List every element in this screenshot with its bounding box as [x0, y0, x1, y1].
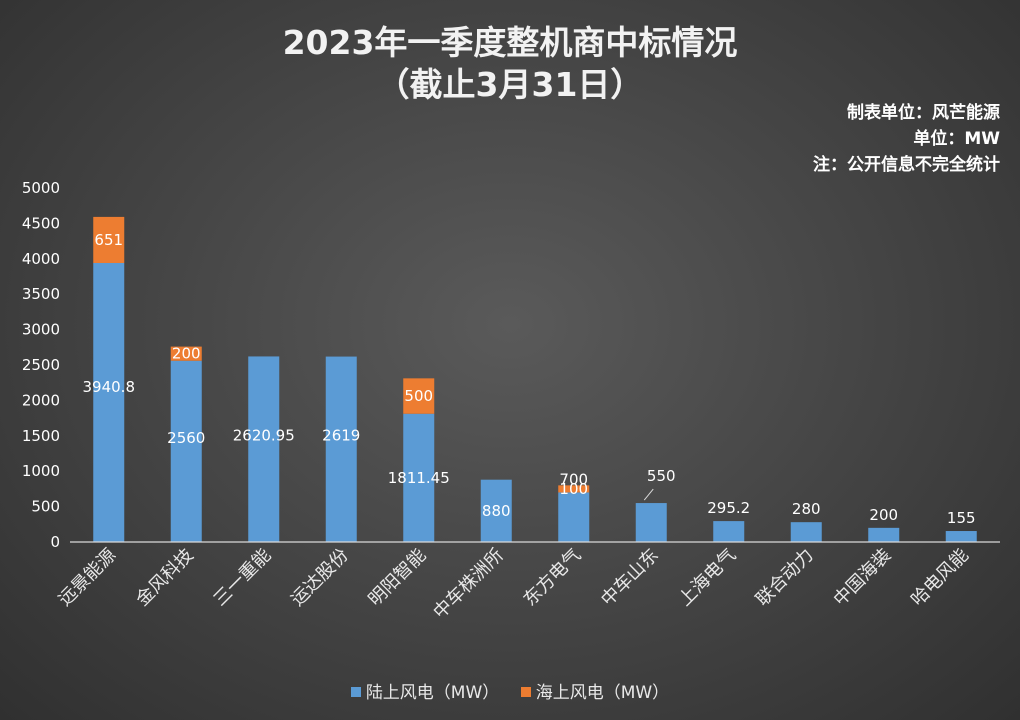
y-tick-label: 5000 [22, 179, 60, 197]
y-tick-label: 0 [50, 533, 60, 551]
chart-legend: 陆上风电（MW） 海上风电（MW） [0, 678, 1020, 703]
chart-title: 2023年一季度整机商中标情况 （截止3月31日） [0, 22, 1020, 106]
y-tick-label: 500 [31, 498, 60, 516]
chart-notes: 制表单位：风芒能源 单位：MW 注：公开信息不完全统计 [813, 100, 1000, 178]
data-label-onshore: 200 [869, 506, 898, 524]
bar-onshore[interactable] [635, 503, 667, 542]
data-label-onshore: 2620.95 [233, 427, 295, 445]
x-tick-label: 联合动力 [752, 545, 818, 611]
x-tick-label: 东方电气 [520, 545, 586, 611]
y-tick-label: 1000 [22, 462, 60, 480]
note-publisher: 制表单位：风芒能源 [847, 103, 1000, 123]
legend-swatch-onshore [350, 687, 361, 697]
y-tick-label: 4500 [22, 214, 60, 232]
x-tick-label: 运达股份 [287, 545, 353, 611]
chart-title-line-2: （截止3月31日） [376, 65, 644, 104]
data-label-onshore: 550 [647, 467, 676, 485]
data-label-offshore: 651 [94, 231, 123, 249]
data-label-onshore: 700 [559, 470, 588, 488]
data-label-onshore: 1811.45 [388, 469, 450, 487]
x-tick-label: 三一重能 [210, 545, 276, 611]
y-tick-label: 4000 [22, 250, 60, 268]
bar-onshore[interactable] [868, 527, 900, 542]
y-tick-label: 1500 [22, 427, 60, 445]
data-label-onshore: 3940.8 [83, 378, 136, 396]
y-tick-label: 3000 [22, 321, 60, 339]
y-axis: 0 500 1000 1500 2000 2500 3000 3500 4000 4500 5000 [22, 179, 60, 551]
x-tick-label: 哈电风能 [907, 545, 973, 611]
y-tick-label: 2000 [22, 391, 60, 409]
data-label-onshore: 155 [947, 509, 976, 527]
bar-onshore[interactable] [558, 492, 590, 542]
bars-group [93, 216, 977, 542]
bar-onshore[interactable] [93, 262, 125, 542]
legend-label-onshore: 陆上风电（MW） [365, 683, 500, 703]
bar-onshore[interactable] [945, 531, 977, 542]
data-label-onshore: 880 [482, 502, 511, 520]
x-tick-label: 中车山东 [597, 545, 663, 611]
y-tick-label: 3500 [22, 285, 60, 303]
bar-onshore[interactable] [713, 521, 745, 542]
bar-onshore[interactable] [480, 479, 512, 542]
bar-offshore[interactable] [93, 216, 125, 263]
data-labels-group: 651 3940.8 200 2560 2620.95 2619 500 1811.45 880… [83, 231, 976, 527]
x-tick-label: 远景能源 [55, 545, 121, 611]
data-label-offshore: 200 [172, 345, 201, 363]
legend-item-onshore[interactable]: 陆上风电（MW） [350, 678, 500, 703]
data-label-onshore: 295.2 [707, 499, 750, 517]
bar-onshore[interactable] [248, 356, 280, 542]
data-label-leader [643, 488, 654, 501]
bar-onshore[interactable] [325, 356, 357, 542]
bar-onshore[interactable] [170, 360, 202, 542]
bar-offshore[interactable] [403, 378, 435, 414]
legend-swatch-offshore [520, 687, 531, 697]
x-axis: 远景能源 金风科技 三一重能 运达股份 明阳智能 中车株洲所 东方电气 中车山东 上海电气 联合动… [55, 541, 1000, 623]
x-tick-label: 金风科技 [132, 545, 198, 611]
bar-offshore[interactable] [558, 485, 590, 493]
data-label-onshore: 2619 [322, 427, 360, 445]
x-tick-label: 中车株洲所 [429, 545, 507, 623]
legend-label-offshore: 海上风电（MW） [535, 683, 670, 703]
note-unit: 单位：MW [913, 129, 1000, 149]
x-tick-label: 明阳智能 [365, 545, 431, 611]
chart-title-line-1: 2023年一季度整机商中标情况 [282, 23, 738, 62]
x-tick-label: 上海电气 [675, 545, 741, 611]
note-disclaimer: 注：公开信息不完全统计 [813, 155, 1000, 175]
data-label-offshore: 500 [404, 387, 433, 405]
data-label-offshore: 100 [559, 480, 588, 498]
bar-offshore[interactable] [170, 346, 202, 361]
data-label-onshore: 2560 [167, 429, 205, 447]
y-tick-label: 2500 [22, 356, 60, 374]
legend-item-offshore[interactable]: 海上风电（MW） [520, 678, 670, 703]
bar-onshore[interactable] [403, 413, 435, 542]
data-label-onshore: 280 [792, 500, 821, 518]
bar-onshore[interactable] [790, 522, 822, 542]
x-tick-label: 中国海装 [830, 545, 896, 611]
